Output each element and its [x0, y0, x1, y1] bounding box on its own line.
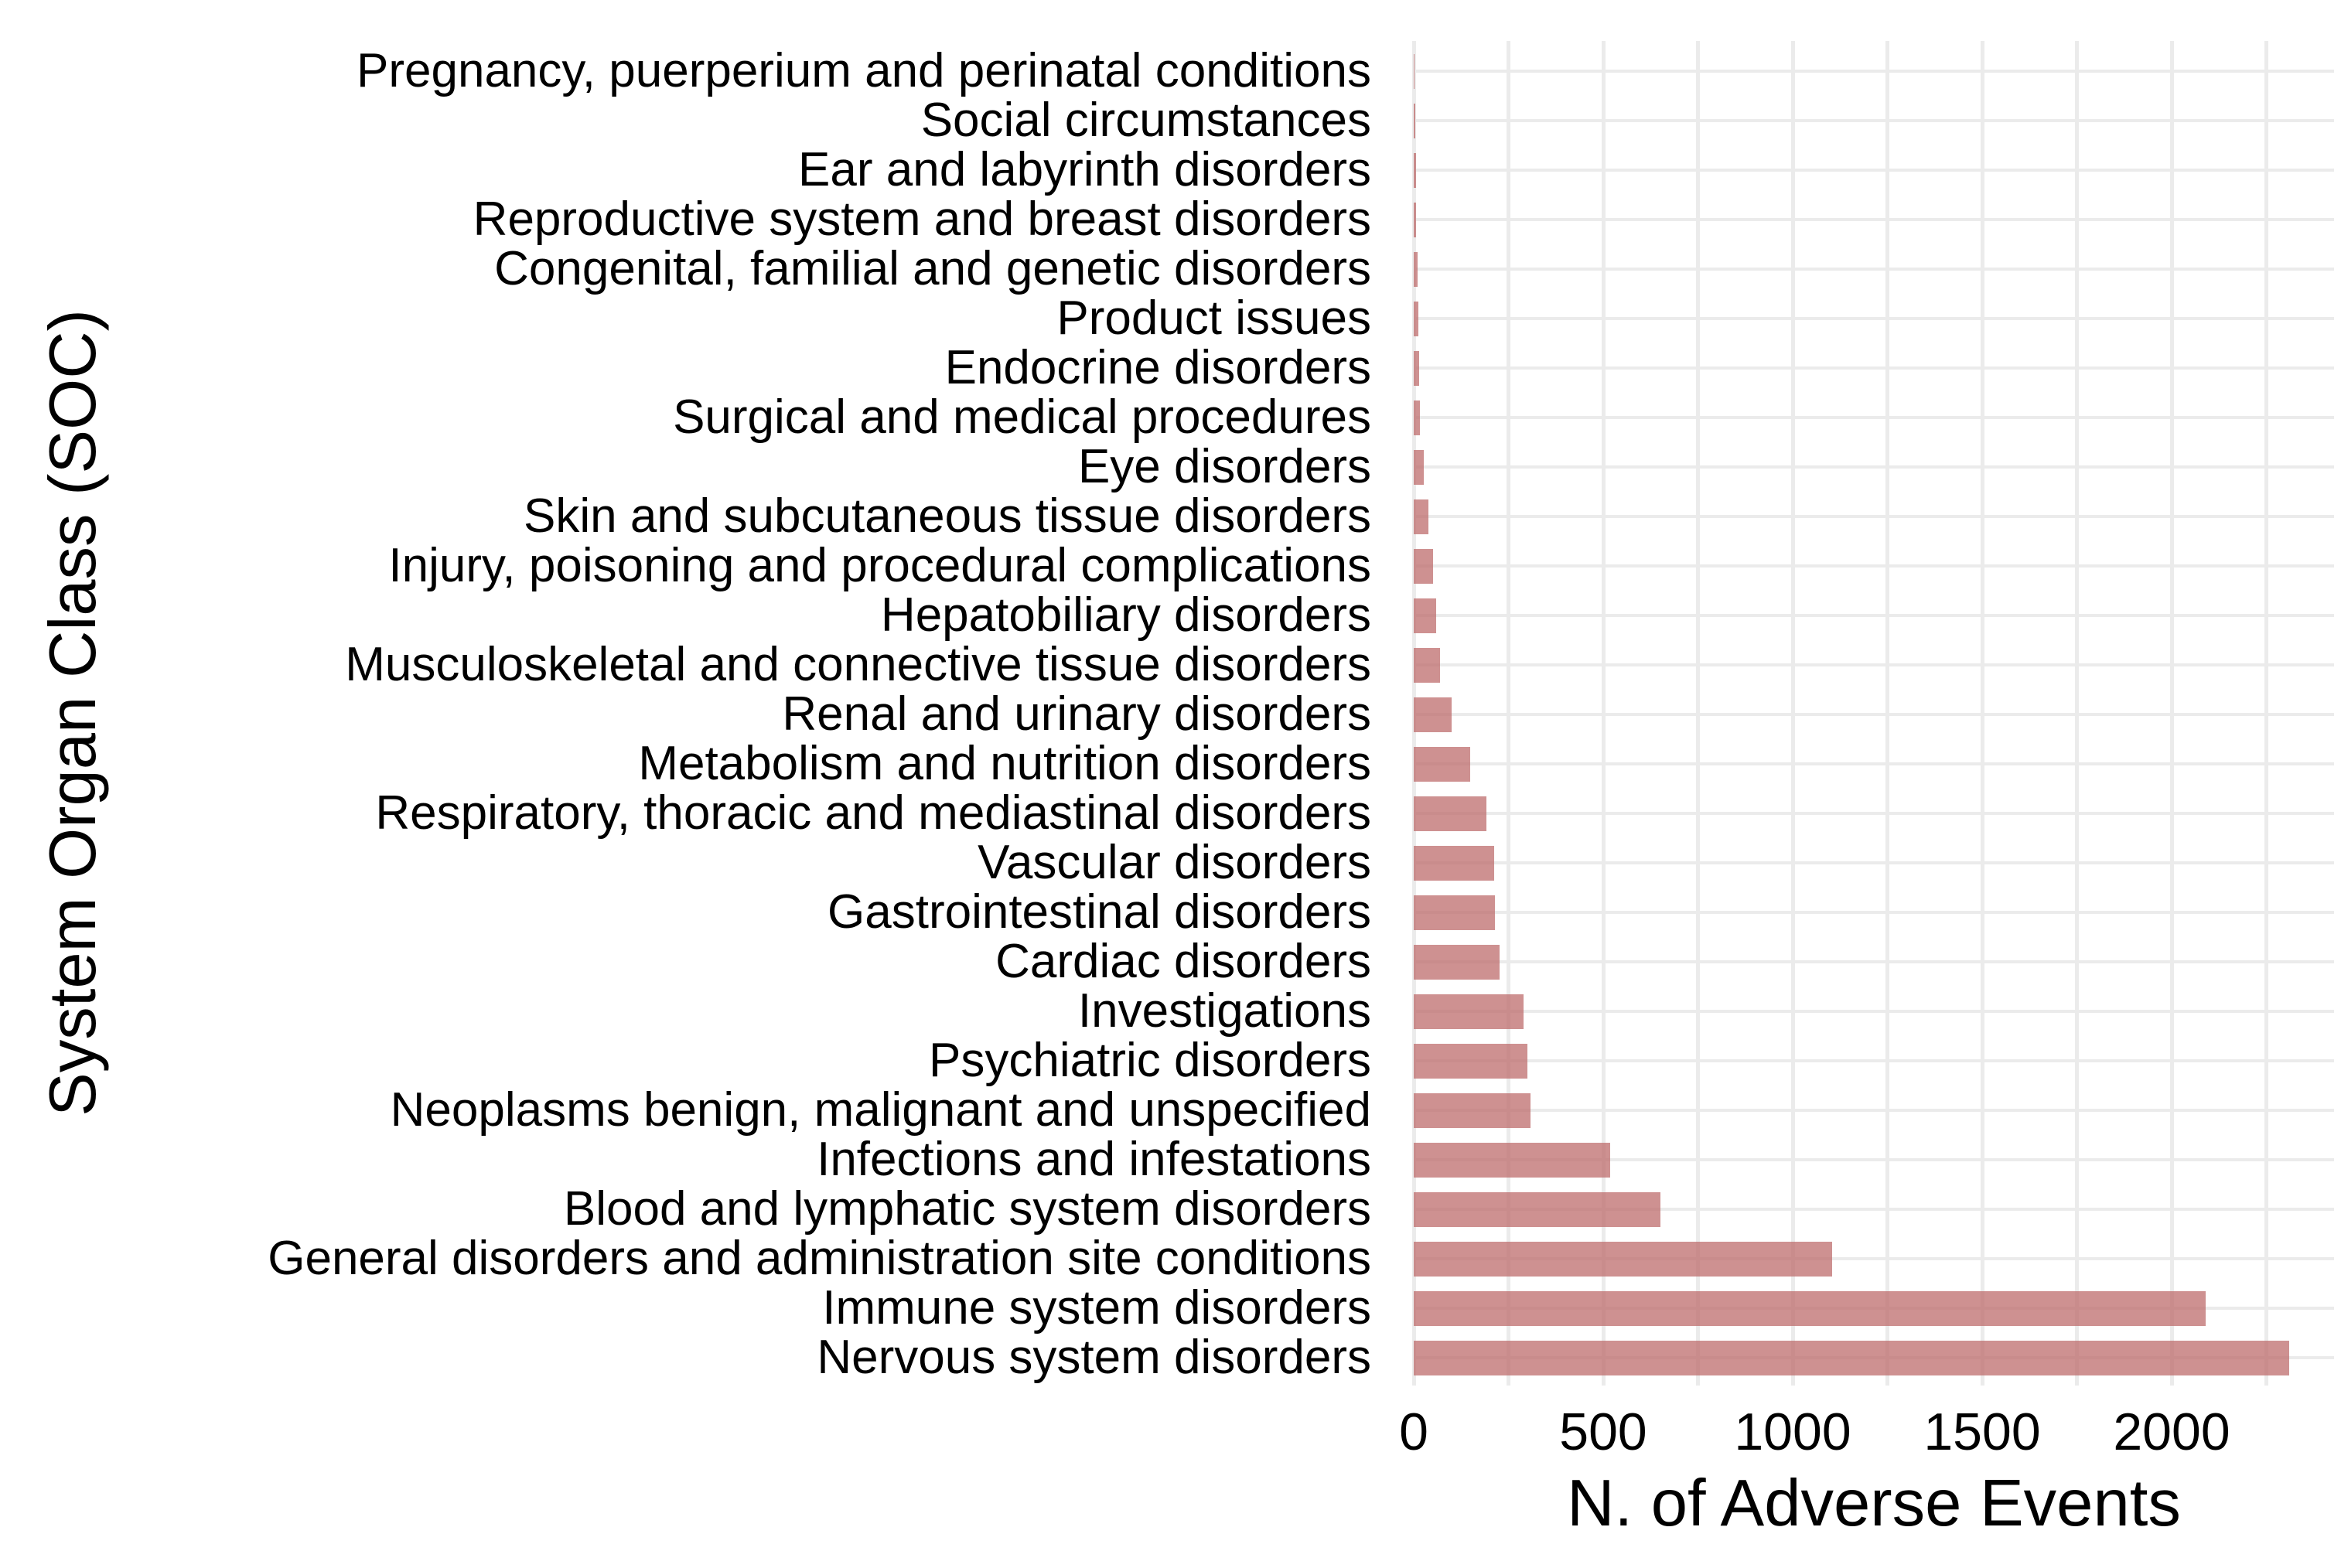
gridline-horizontal	[1414, 1109, 2334, 1112]
gridline-horizontal	[1414, 713, 2334, 716]
gridline-horizontal	[1414, 1257, 2334, 1260]
bar	[1414, 647, 1440, 683]
category-label: Pregnancy, puerperium and perinatal cond…	[357, 44, 1371, 97]
bar	[1414, 251, 1418, 287]
category-label: Injury, poisoning and procedural complic…	[388, 539, 1371, 592]
x-tick-label: 1000	[1734, 1403, 1851, 1461]
bar	[1414, 697, 1452, 732]
category-label: Respiratory, thoracic and mediastinal di…	[375, 786, 1371, 840]
category-label: Musculoskeletal and connective tissue di…	[345, 638, 1371, 691]
gridline-horizontal	[1414, 911, 2334, 914]
category-label: Metabolism and nutrition disorders	[638, 737, 1371, 790]
bar	[1414, 1043, 1527, 1079]
gridline-horizontal	[1414, 1158, 2334, 1161]
gridline-horizontal	[1414, 564, 2334, 568]
category-label: Congenital, familial and genetic disorde…	[494, 242, 1371, 295]
bar	[1414, 499, 1429, 534]
category-label: General disorders and administration sit…	[268, 1232, 1371, 1285]
gridline-horizontal	[1414, 70, 2334, 73]
bar	[1414, 1340, 2289, 1375]
bar	[1414, 746, 1470, 782]
bar	[1414, 103, 1416, 138]
bar	[1414, 301, 1418, 336]
category-label: Endocrine disorders	[944, 341, 1371, 394]
gridline-horizontal	[1414, 960, 2334, 963]
x-tick-label: 0	[1399, 1403, 1428, 1461]
category-label: Hepatobiliary disorders	[880, 588, 1371, 642]
bar	[1414, 1142, 1610, 1178]
category-label: Psychiatric disorders	[929, 1034, 1371, 1087]
gridline-horizontal	[1414, 1059, 2334, 1062]
gridline-horizontal	[1414, 1010, 2334, 1013]
category-label: Reproductive system and breast disorders	[473, 193, 1371, 246]
gridline-horizontal	[1414, 465, 2334, 469]
x-tick-label: 2000	[2113, 1403, 2230, 1461]
bar	[1414, 1290, 2206, 1326]
category-label: Immune system disorders	[822, 1281, 1371, 1335]
category-label: Investigations	[1077, 984, 1371, 1038]
bar	[1414, 895, 1496, 930]
category-label: Ear and labyrinth disorders	[798, 143, 1371, 196]
category-label: Gastrointestinal disorders	[828, 885, 1371, 939]
gridline-horizontal	[1414, 416, 2334, 419]
gridline-horizontal	[1414, 268, 2334, 271]
x-tick-label: 1500	[1923, 1403, 2041, 1461]
gridline-horizontal	[1414, 614, 2334, 617]
category-label: Product issues	[1056, 291, 1371, 345]
bar	[1414, 152, 1416, 188]
gridline-horizontal	[1414, 663, 2334, 666]
gridline-horizontal	[1414, 1208, 2334, 1211]
gridline-horizontal	[1414, 812, 2334, 815]
bar	[1414, 400, 1421, 435]
category-label: Skin and subcutaneous tissue disorders	[524, 489, 1371, 543]
bar	[1414, 1092, 1531, 1128]
category-label: Cardiac disorders	[995, 935, 1371, 988]
bar	[1414, 202, 1417, 237]
category-label: Neoplasms benign, malignant and unspecif…	[390, 1083, 1371, 1137]
category-label: Social circumstances	[920, 94, 1371, 147]
gridline-horizontal	[1414, 317, 2334, 320]
gridline-horizontal	[1414, 515, 2334, 518]
gridline-horizontal	[1414, 861, 2334, 864]
category-label: Blood and lymphatic system disorders	[563, 1182, 1371, 1236]
category-label: Renal and urinary disorders	[782, 687, 1371, 741]
gridline-horizontal	[1414, 119, 2334, 122]
gridline-horizontal	[1414, 169, 2334, 172]
bar	[1414, 449, 1425, 485]
category-label: Nervous system disorders	[817, 1331, 1371, 1384]
bar	[1414, 1241, 1833, 1277]
category-label: Surgical and medical procedures	[673, 390, 1371, 444]
bar	[1414, 845, 1494, 881]
gridline-horizontal	[1414, 762, 2334, 765]
x-axis-title: N. of Adverse Events	[1567, 1467, 2181, 1540]
bar	[1414, 598, 1436, 633]
category-label: Vascular disorders	[978, 836, 1371, 889]
bar	[1414, 796, 1487, 831]
gridline-horizontal	[1414, 366, 2334, 370]
plot-panel	[1411, 41, 2334, 1386]
bar	[1414, 1191, 1660, 1227]
category-label: Eye disorders	[1077, 440, 1371, 493]
x-tick-label: 500	[1559, 1403, 1647, 1461]
category-label: Infections and infestations	[817, 1133, 1371, 1186]
bar	[1414, 944, 1500, 980]
gridline-horizontal	[1414, 218, 2334, 221]
bar	[1414, 350, 1419, 386]
bar	[1414, 994, 1524, 1029]
bar	[1414, 548, 1434, 584]
